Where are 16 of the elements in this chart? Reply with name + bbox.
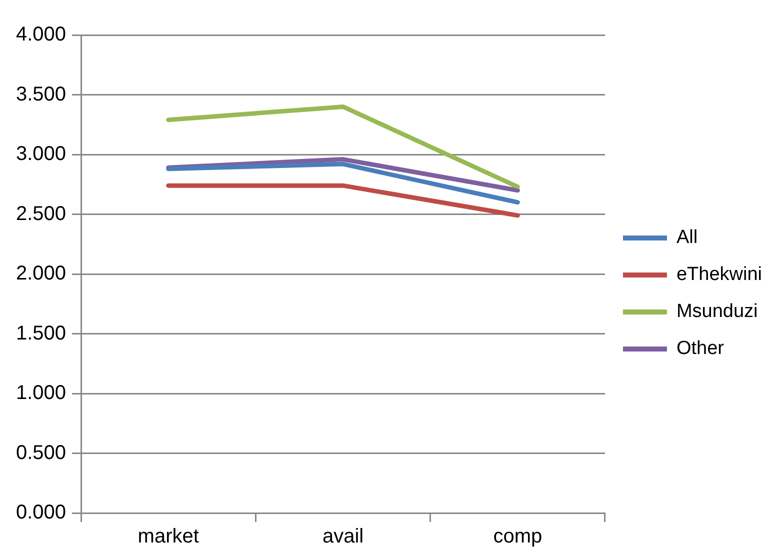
y-tick-label: 0.500 [16,442,66,464]
y-tick-label: 3.000 [16,143,66,166]
y-tick-label: 3.500 [16,83,66,106]
legend-label: All [676,227,698,248]
x-tick-label: comp [493,526,542,548]
legend-label: eThekwini [676,264,762,286]
y-tick-label: 1.500 [16,322,66,344]
y-tick-label: 2.500 [16,202,66,225]
legend-label: Other [676,338,725,360]
y-tick-label: 4.000 [16,24,66,46]
x-tick-label: avail [322,526,364,548]
legend-label: Msunduzi [676,301,758,322]
y-tick-label: 2.000 [16,262,66,285]
x-tick-label: market [138,526,200,548]
y-tick-label: 1.000 [16,382,66,404]
y-tick-label: 0.000 [16,502,66,524]
